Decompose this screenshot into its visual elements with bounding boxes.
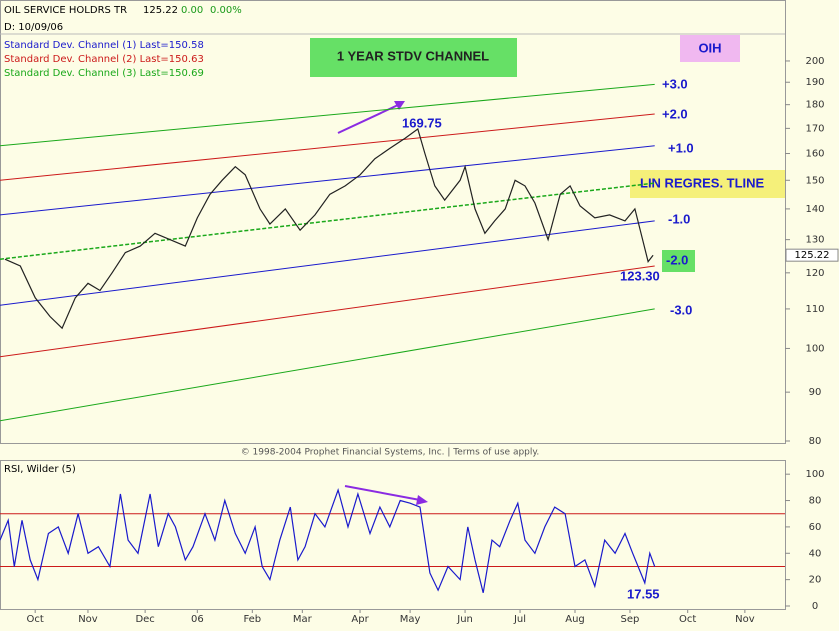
annotation: LIN REGRES. TLINE — [640, 175, 765, 190]
legend-entry: Standard Dev. Channel (1) Last=150.58 — [4, 40, 204, 51]
x-tick-label: Feb — [243, 614, 261, 625]
change-pct: 0.00% — [210, 5, 242, 16]
change: 0.00 — [181, 5, 203, 16]
y-tick-label: 40 — [809, 548, 822, 559]
channel-line — [0, 113, 655, 181]
note-box — [662, 250, 695, 272]
y-tick-label: 180 — [805, 100, 824, 111]
legend-entry: Standard Dev. Channel (3) Last=150.69 — [4, 68, 204, 79]
y-tick-label: 80 — [809, 496, 822, 507]
note-box — [310, 38, 517, 77]
y-tick-label: 100 — [805, 343, 824, 354]
price-frame — [0, 0, 786, 444]
x-tick-label: Jul — [513, 614, 526, 625]
y-tick-label: 0 — [812, 601, 818, 612]
y-tick-label: 120 — [805, 268, 824, 279]
last-label: 125.22 — [795, 250, 830, 261]
x-tick-label: Oct — [679, 614, 696, 625]
y-tick-label: 100 — [805, 469, 824, 480]
x-tick-label: Apr — [351, 614, 369, 625]
rsi-frame — [0, 460, 786, 610]
y-tick-label: 160 — [805, 149, 824, 160]
annotation: +3.0 — [662, 76, 688, 91]
y-tick-label: 110 — [805, 304, 824, 315]
y-tick-label: 140 — [805, 204, 824, 215]
x-tick-label: Mar — [293, 614, 313, 625]
x-tick-label: 06 — [191, 614, 204, 625]
symbol: OIL SERVICE HOLDRS TR — [4, 5, 127, 16]
annotation: 17.55 — [627, 586, 660, 601]
annotation: OIH — [698, 40, 721, 55]
x-tick-label: Aug — [565, 614, 585, 625]
y-tick-label: 90 — [809, 387, 822, 398]
legend-entry: Standard Dev. Channel (2) Last=150.63 — [4, 54, 204, 65]
date: D: 10/09/06 — [4, 22, 63, 33]
x-tick-label: Sep — [621, 614, 640, 625]
annotation: 1 YEAR STDV CHANNEL — [337, 48, 489, 63]
rsi-title: RSI, Wilder (5) — [4, 464, 76, 475]
annotation: +2.0 — [662, 106, 688, 121]
channel-line — [0, 265, 655, 358]
y-tick-label: 60 — [809, 522, 822, 533]
channel-line — [0, 182, 655, 260]
y-tick-label: 200 — [805, 56, 824, 67]
y-tick-label: 150 — [805, 175, 824, 186]
note-box — [680, 35, 740, 62]
x-tick-label: Jun — [456, 614, 473, 625]
arrow-head — [416, 495, 428, 505]
annotation: 123.30 — [620, 268, 660, 283]
x-tick-label: May — [400, 614, 421, 625]
arrow — [344, 485, 421, 501]
channel-line — [0, 308, 655, 422]
series-line — [4, 128, 654, 330]
annotation: -2.0 — [666, 252, 688, 267]
channel-line — [0, 83, 655, 147]
channel-line — [0, 220, 655, 306]
x-tick-label: Dec — [135, 614, 154, 625]
x-tick-label: Nov — [735, 614, 755, 625]
series-line — [0, 487, 656, 593]
last: 125.22 — [143, 5, 178, 16]
annotation: 169.75 — [402, 115, 442, 130]
y-tick-label: 130 — [805, 235, 824, 246]
arrow-head — [394, 101, 405, 110]
y-tick-label: 20 — [809, 575, 822, 586]
last-marker — [785, 248, 839, 262]
x-tick-label: Oct — [27, 614, 44, 625]
note-box — [630, 170, 785, 198]
channel-line — [0, 145, 655, 216]
y-tick-label: 190 — [805, 77, 824, 88]
y-tick-label: 170 — [805, 123, 824, 134]
annotation: -1.0 — [668, 211, 690, 226]
x-tick-label: Nov — [78, 614, 98, 625]
y-tick-label: 80 — [809, 436, 822, 447]
annotation: -3.0 — [670, 302, 692, 317]
annotation: +1.0 — [668, 140, 694, 155]
footer: © 1998-2004 Prophet Financial Systems, I… — [241, 448, 540, 458]
